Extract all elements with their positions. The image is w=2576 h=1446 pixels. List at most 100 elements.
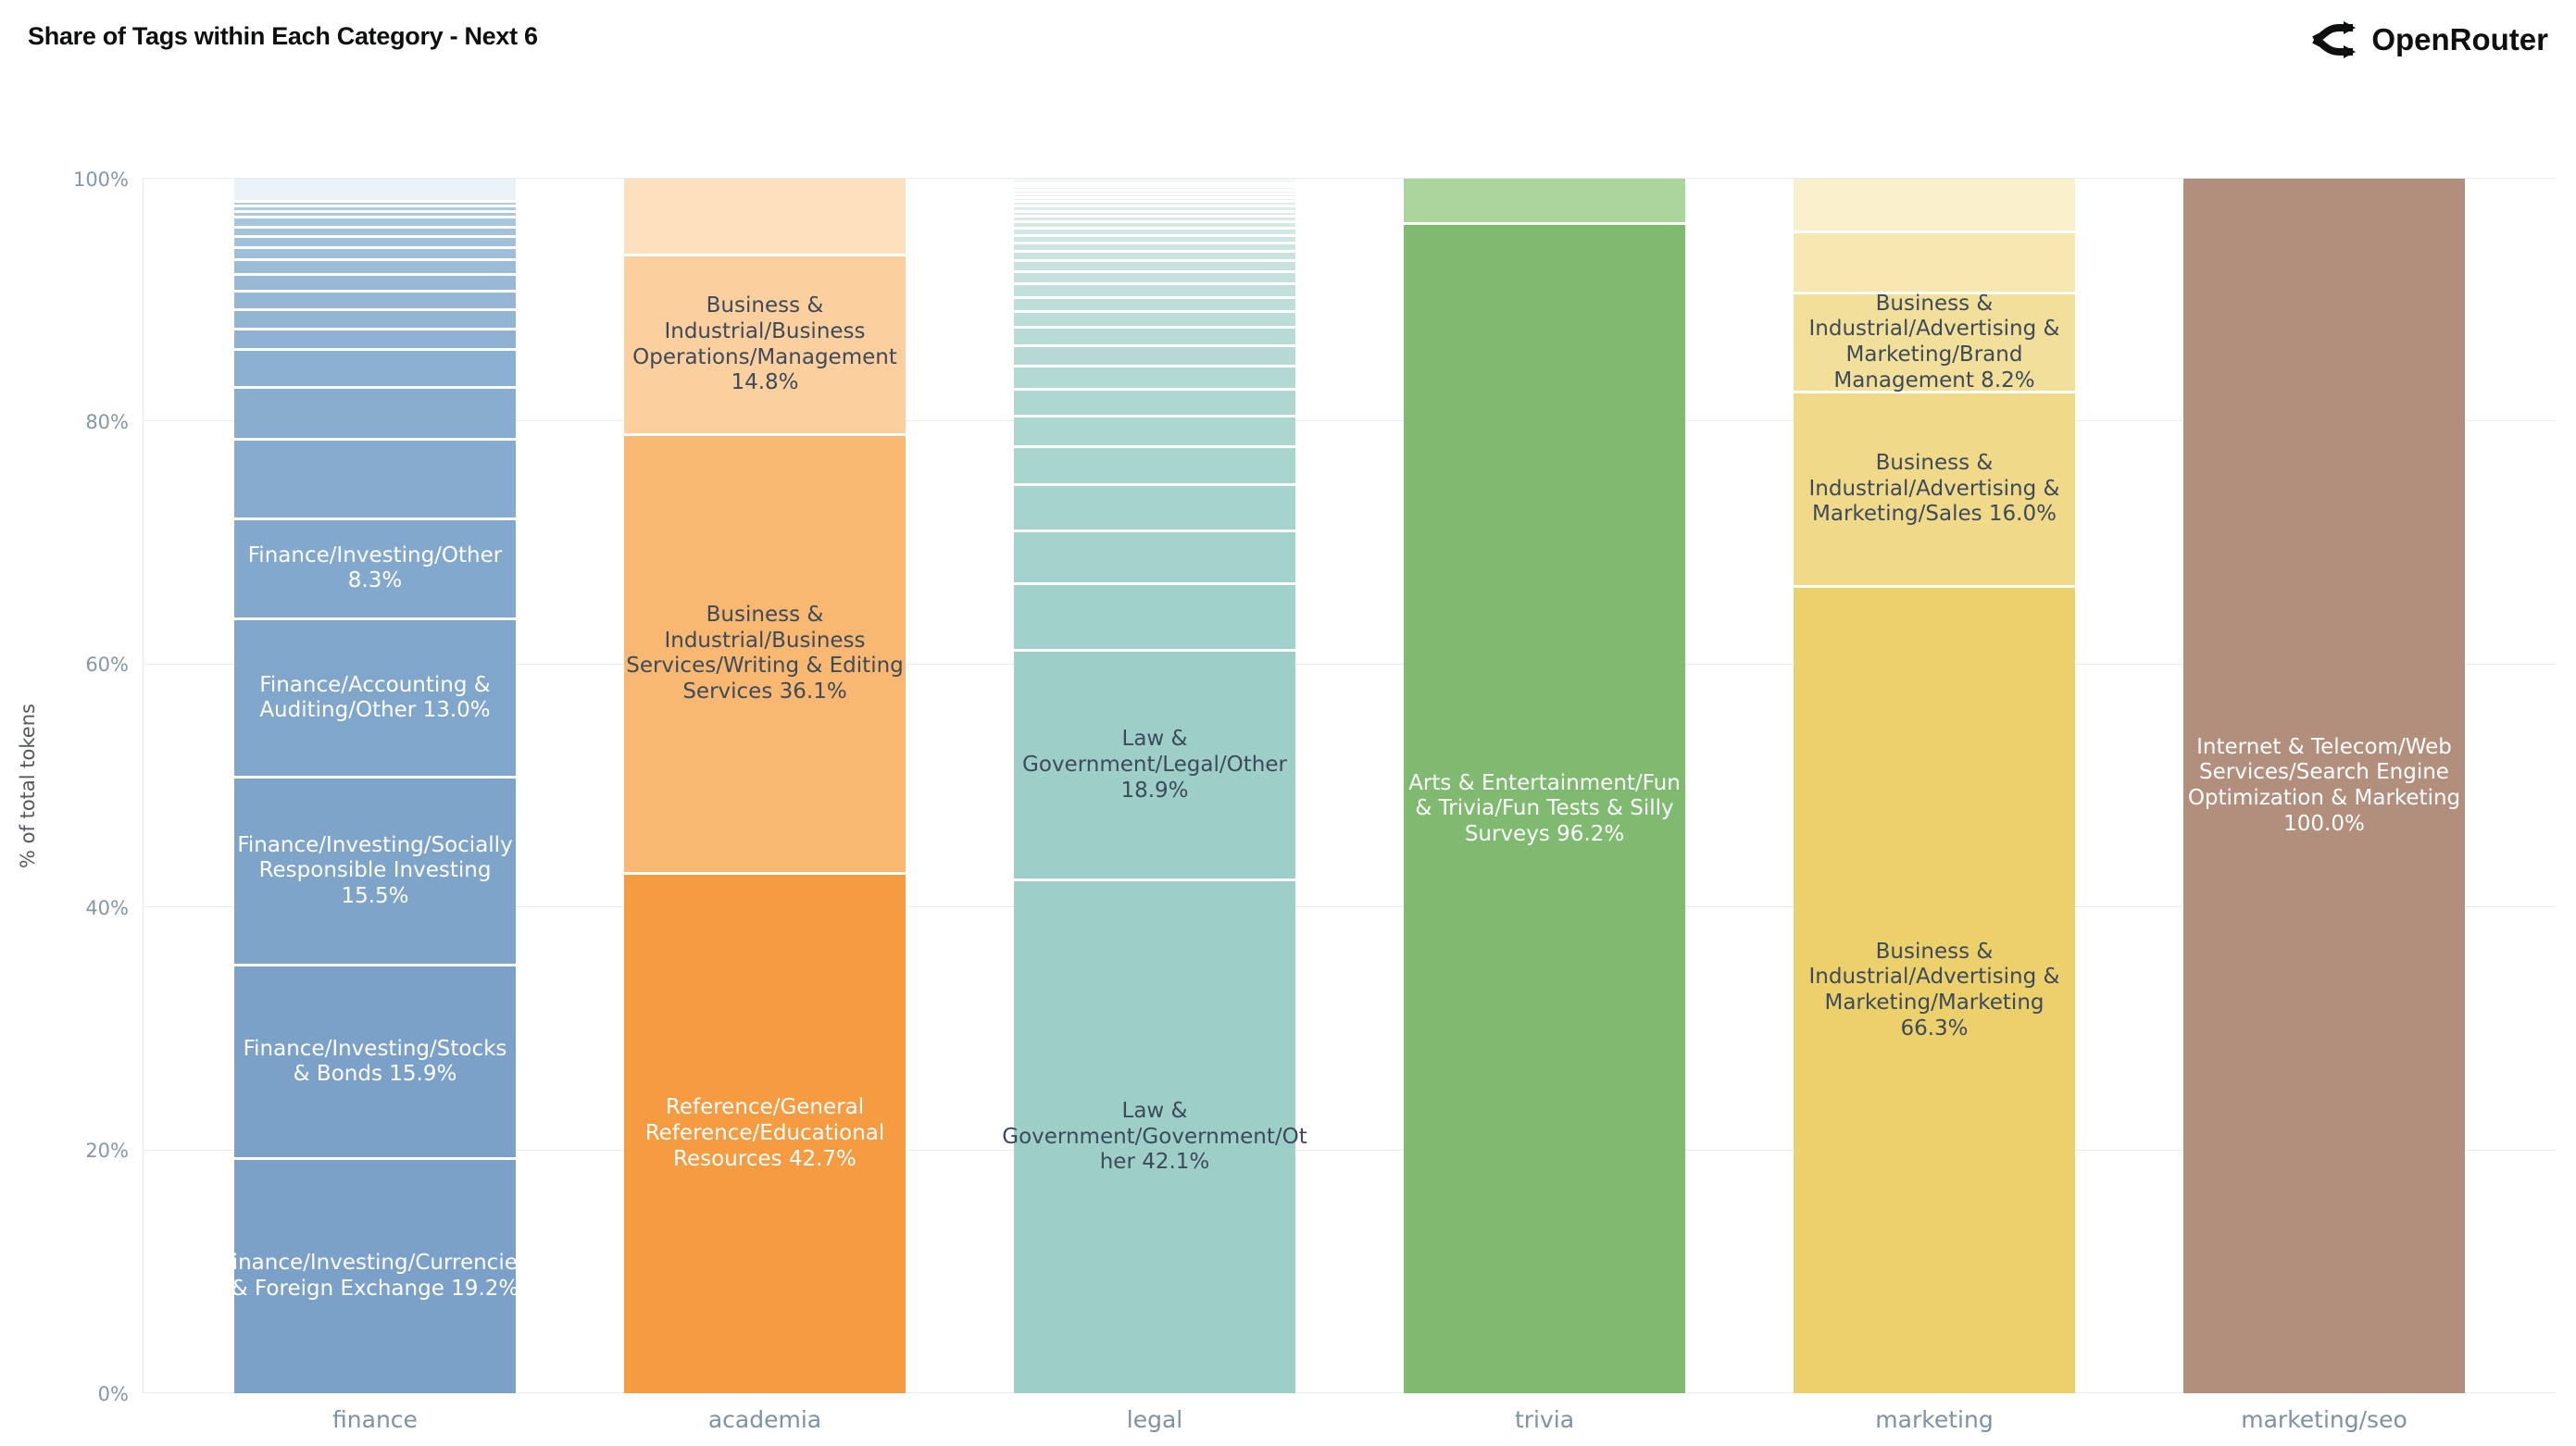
bar-academia: Business & Industrial/Business Operation… bbox=[624, 179, 906, 1393]
gridline bbox=[144, 663, 2556, 665]
gridline bbox=[144, 1149, 2556, 1151]
bar-segment[interactable] bbox=[1404, 179, 1685, 225]
bar-segment[interactable] bbox=[234, 351, 516, 389]
bar-segment[interactable]: Law & Government/Government/Other 42.1% bbox=[1002, 881, 1307, 1393]
x-tick-label-marketing: marketing bbox=[1875, 1406, 1994, 1433]
segment-label: Reference/General Reference/Educational … bbox=[644, 1095, 885, 1171]
bar-segment[interactable] bbox=[234, 249, 516, 262]
bar-segment[interactable]: Arts & Entertainment/Fun & Trivia/Fun Te… bbox=[1404, 224, 1685, 1393]
bar-segment[interactable]: Internet & Telecom/Web Services/Search E… bbox=[2183, 179, 2465, 1393]
bar-segment[interactable]: Business & Industrial/Advertising & Mark… bbox=[1794, 393, 2075, 589]
bar-segment[interactable] bbox=[234, 388, 516, 442]
bar-segment[interactable] bbox=[234, 228, 516, 239]
bar-segment[interactable] bbox=[1014, 485, 1295, 532]
gridline bbox=[144, 906, 2556, 908]
bar-segment[interactable] bbox=[1014, 273, 1295, 286]
segment-label: Finance/Accounting & Auditing/Other 13.0… bbox=[259, 672, 491, 723]
bar-segment[interactable]: Business & Industrial/Business Services/… bbox=[624, 436, 906, 875]
bar-segment[interactable] bbox=[234, 212, 516, 219]
bar-segment[interactable] bbox=[1014, 212, 1295, 218]
bar-marketing-seo: Internet & Telecom/Web Services/Search E… bbox=[2183, 179, 2465, 1393]
bar-segment[interactable] bbox=[1014, 217, 1295, 224]
gridline bbox=[144, 178, 2556, 179]
segment-label: Business & Industrial/Advertising & Mark… bbox=[1808, 939, 2060, 1041]
bar-segment[interactable] bbox=[1794, 233, 2075, 294]
bar-segment[interactable] bbox=[1014, 585, 1295, 653]
bar-segment[interactable] bbox=[234, 203, 516, 208]
bar-segment[interactable] bbox=[1014, 391, 1295, 418]
x-tick-label-finance: finance bbox=[332, 1406, 418, 1433]
bar-segment[interactable] bbox=[1014, 313, 1295, 330]
bar-segment[interactable] bbox=[1014, 243, 1295, 253]
bar-segment[interactable] bbox=[1014, 285, 1295, 299]
bar-segment[interactable] bbox=[234, 261, 516, 276]
y-tick-label: 20% bbox=[85, 1140, 129, 1163]
bar-segment[interactable] bbox=[1014, 262, 1295, 274]
bar-segment[interactable]: Finance/Investing/Other 8.3% bbox=[234, 519, 516, 621]
y-tick-label: 100% bbox=[72, 168, 129, 191]
bar-segment[interactable] bbox=[234, 275, 516, 293]
bar-segment[interactable] bbox=[1014, 223, 1295, 230]
bar-segment[interactable] bbox=[1014, 298, 1295, 314]
segment-label: Internet & Telecom/Web Services/Search E… bbox=[2187, 734, 2461, 836]
bar-segment[interactable] bbox=[1014, 252, 1295, 263]
bar-segment[interactable] bbox=[1014, 203, 1295, 208]
y-tick-label: 60% bbox=[85, 654, 129, 677]
y-axis-title: % of total tokens bbox=[17, 704, 39, 868]
bar-segment[interactable] bbox=[1014, 184, 1295, 189]
bar-segment[interactable] bbox=[234, 441, 516, 520]
bar-segment[interactable]: Finance/Investing/Currencies & Foreign E… bbox=[221, 1159, 529, 1393]
openrouter-chevron-icon bbox=[2312, 21, 2357, 58]
bar-finance: Finance/Investing/Other 8.3% Finance/Acco… bbox=[221, 179, 529, 1393]
bar-segment[interactable] bbox=[234, 310, 516, 330]
page-title: Share of Tags within Each Category - Nex… bbox=[28, 22, 538, 50]
openrouter-logo[interactable]: OpenRouter bbox=[2312, 20, 2548, 59]
bar-segment[interactable] bbox=[1014, 447, 1295, 486]
bar-segment[interactable] bbox=[1014, 368, 1295, 392]
bar-segment[interactable] bbox=[1014, 236, 1295, 244]
bar-segment[interactable] bbox=[234, 330, 516, 352]
x-tick-label-marketing-seo: marketing/seo bbox=[2241, 1406, 2407, 1433]
segment-label: Finance/Investing/Currencies & Foreign E… bbox=[221, 1251, 529, 1301]
bar-segment[interactable] bbox=[234, 179, 516, 204]
bar-segment[interactable] bbox=[1014, 229, 1295, 237]
bar-segment[interactable] bbox=[234, 218, 516, 229]
bar-segment[interactable] bbox=[234, 207, 516, 213]
bar-segment[interactable]: Reference/General Reference/Educational … bbox=[624, 874, 906, 1393]
bar-segment[interactable] bbox=[1014, 347, 1295, 368]
bar-segment[interactable] bbox=[1014, 188, 1295, 193]
plot-area: 0% 20% 40% 60% 80% 100% Finance/Investing/Othe… bbox=[73, 168, 2556, 1433]
bar-segment[interactable] bbox=[234, 238, 516, 250]
bar-segment[interactable] bbox=[1014, 329, 1295, 348]
bar-segment[interactable] bbox=[1014, 418, 1295, 448]
gridline bbox=[144, 1392, 2556, 1393]
bar-segment[interactable] bbox=[1014, 199, 1295, 204]
bar-segment[interactable] bbox=[1014, 531, 1295, 586]
bar-segment[interactable]: Law & Government/Legal/Other 18.9% bbox=[1014, 652, 1295, 882]
segment-label: Business & Industrial/Advertising & Mark… bbox=[1808, 451, 2060, 527]
bar-segment[interactable] bbox=[1014, 179, 1295, 185]
segment-label: Law & Government/Government/Other 42.1% bbox=[1002, 1099, 1307, 1175]
bar-segment[interactable]: Finance/Accounting & Auditing/Other 13.0… bbox=[234, 620, 516, 779]
bar-marketing: Business & Industrial/Advertising & Mark… bbox=[1794, 179, 2075, 1393]
bar-segment[interactable] bbox=[1014, 192, 1295, 196]
x-tick-label-trivia: trivia bbox=[1514, 1406, 1575, 1433]
bar-segment[interactable]: Finance/Investing/Stocks & Bonds 15.9% bbox=[234, 966, 516, 1160]
bar-segment[interactable]: Business & Industrial/Business Operation… bbox=[624, 256, 906, 437]
segment-label: Business & Industrial/Business Services/… bbox=[626, 603, 904, 704]
bar-segment[interactable]: Business & Industrial/Advertising & Mark… bbox=[1794, 292, 2075, 394]
bar-segment[interactable] bbox=[624, 179, 906, 256]
bar-segment[interactable]: Finance/Investing/Socially Responsible I… bbox=[234, 778, 516, 967]
bar-segment[interactable] bbox=[234, 293, 516, 311]
segment-label: Arts & Entertainment/Fun & Trivia/Fun Te… bbox=[1408, 770, 1681, 846]
segment-label: Business & Industrial/Business Operation… bbox=[632, 293, 897, 395]
bar-segment[interactable]: Business & Industrial/Advertising & Mark… bbox=[1794, 588, 2075, 1393]
y-tick-label: 40% bbox=[85, 896, 129, 919]
openrouter-wordmark: OpenRouter bbox=[2371, 22, 2548, 56]
bar-segment[interactable] bbox=[1014, 207, 1295, 213]
bar-segment[interactable] bbox=[1014, 195, 1295, 200]
y-tick-label: 80% bbox=[85, 410, 129, 433]
bar-segment[interactable] bbox=[1794, 179, 2075, 234]
segment-label: Finance/Investing/Socially Responsible I… bbox=[237, 832, 513, 908]
y-tick-label: 0% bbox=[97, 1382, 129, 1405]
